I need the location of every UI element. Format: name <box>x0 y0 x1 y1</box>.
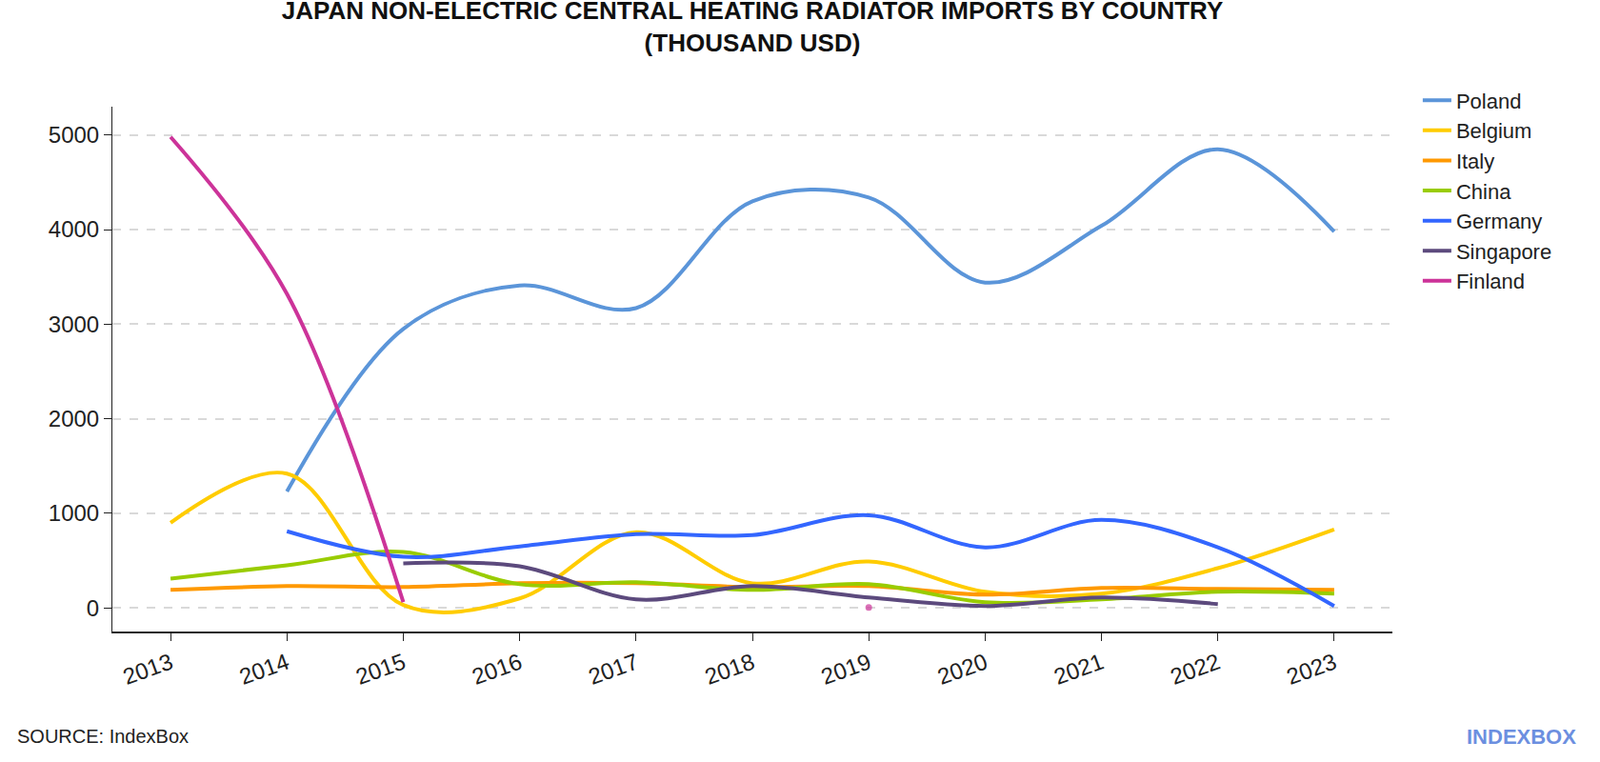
svg-text:SOURCE: IndexBox: SOURCE: IndexBox <box>17 725 189 747</box>
svg-text:5000: 5000 <box>48 121 100 148</box>
svg-text:2022: 2022 <box>1166 647 1223 690</box>
svg-text:2000: 2000 <box>48 405 100 432</box>
svg-text:Finland: Finland <box>1456 269 1525 294</box>
svg-text:China: China <box>1456 180 1512 204</box>
svg-text:2023: 2023 <box>1282 647 1340 690</box>
svg-text:2016: 2016 <box>468 647 525 690</box>
svg-text:INDEXBOX: INDEXBOX <box>1466 724 1577 749</box>
svg-text:Belgium: Belgium <box>1456 119 1532 143</box>
svg-text:2020: 2020 <box>934 647 991 690</box>
svg-text:4000: 4000 <box>48 216 100 242</box>
svg-text:JAPAN NON-ELECTRIC CENTRAL HEA: JAPAN NON-ELECTRIC CENTRAL HEATING RADIA… <box>281 0 1224 58</box>
svg-text:2014: 2014 <box>236 647 293 690</box>
svg-text:2018: 2018 <box>700 647 758 690</box>
svg-text:2019: 2019 <box>818 647 875 690</box>
svg-text:2015: 2015 <box>352 647 409 690</box>
svg-text:3000: 3000 <box>48 311 100 338</box>
svg-text:Germany: Germany <box>1456 209 1542 234</box>
svg-text:Singapore: Singapore <box>1456 240 1552 264</box>
svg-text:2021: 2021 <box>1050 647 1107 690</box>
svg-text:2017: 2017 <box>584 647 641 690</box>
svg-text:2013: 2013 <box>119 647 176 690</box>
svg-text:Italy: Italy <box>1456 149 1495 174</box>
svg-text:1000: 1000 <box>48 500 100 526</box>
svg-text:Poland: Poland <box>1456 89 1522 114</box>
svg-text:0: 0 <box>86 595 100 621</box>
